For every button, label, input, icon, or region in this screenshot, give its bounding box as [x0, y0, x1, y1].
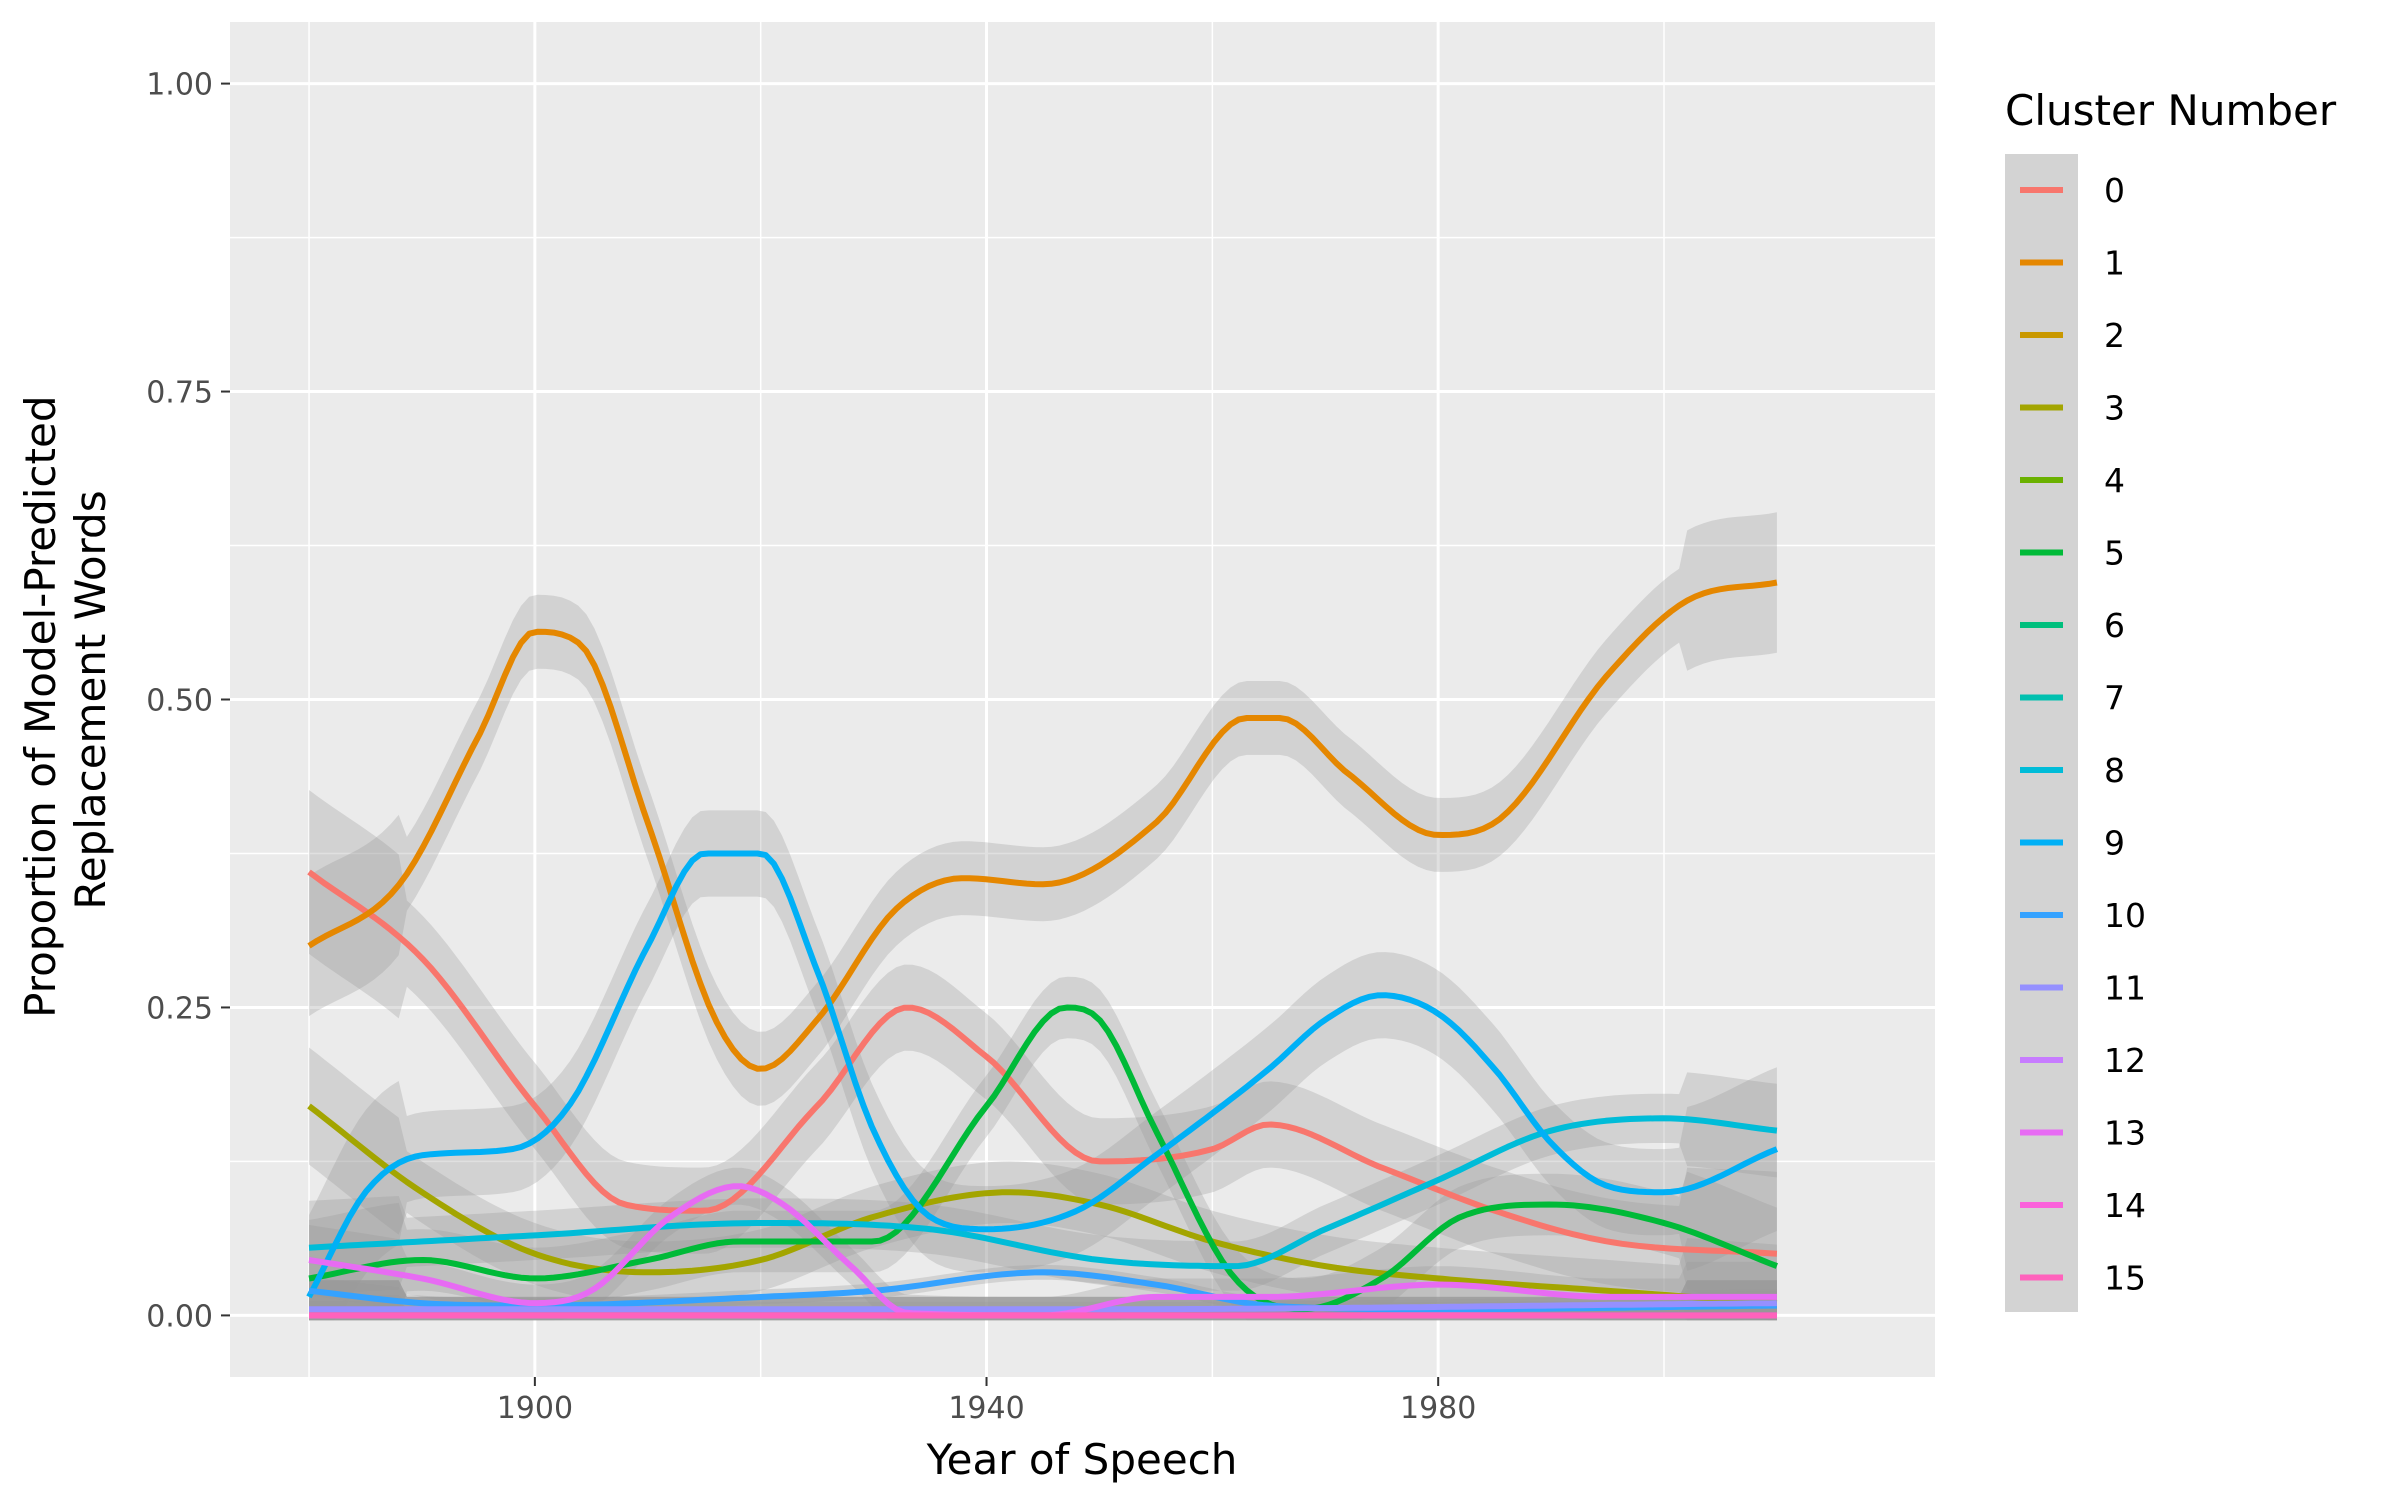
series-3-line	[307, 1103, 1778, 1307]
legend-label: 13	[2104, 1114, 2146, 1153]
legend-item: 9	[2020, 824, 2125, 863]
series-9-ribbon	[309, 810, 1777, 1321]
y-axis-title: Proportion of Model-Predicted Replacemen…	[16, 382, 115, 1018]
series-11-line	[309, 1300, 1777, 1313]
legend-label: 4	[2104, 461, 2125, 500]
legend-item: 12	[2020, 1041, 2146, 1080]
y-axis-title-line-1: Proportion of Model-Predicted	[16, 396, 65, 1018]
legend-label: 2	[2104, 316, 2125, 355]
legend-label: 12	[2104, 1041, 2146, 1080]
legend-label: 0	[2104, 171, 2125, 210]
legend-item: 2	[2020, 316, 2125, 355]
legend-label: 9	[2104, 824, 2125, 863]
y-tick-label: 1.00	[146, 68, 213, 103]
legend-label: 3	[2104, 389, 2125, 428]
legend-label: 10	[2104, 896, 2146, 935]
legend-item: 7	[2020, 679, 2125, 718]
series-8-line	[308, 1115, 1778, 1270]
legend-label: 14	[2104, 1186, 2146, 1225]
series-13-ribbon	[309, 1167, 1777, 1321]
axes: 1900 1940 1980 0.00 0.25 0.50 0.75 1.00	[146, 68, 1476, 1426]
series-5-ribbon	[309, 976, 1777, 1321]
legend-item: 8	[2020, 751, 2125, 790]
legend-label: 1	[2104, 244, 2125, 283]
series-lines	[306, 579, 1779, 1319]
legend-item: 1	[2020, 244, 2125, 283]
legend-item: 15	[2020, 1259, 2146, 1298]
series-0-line	[307, 869, 1778, 1257]
series-9-line	[306, 850, 1779, 1299]
legend-item: 3	[2020, 389, 2125, 428]
legend-item: 10	[2020, 896, 2146, 935]
series-5-line	[308, 1004, 1778, 1313]
legend-label: 6	[2104, 606, 2125, 645]
x-tick-label: 1940	[948, 1391, 1024, 1426]
series-0-ribbon	[309, 790, 1777, 1321]
legend-key-background	[2005, 154, 2078, 1312]
legend-item: 5	[2020, 534, 2125, 573]
legend-item: 4	[2020, 461, 2125, 500]
y-tick-label: 0.00	[146, 1299, 213, 1334]
legend-label: 5	[2104, 534, 2125, 573]
legend-item: 6	[2020, 606, 2125, 645]
legend-label: 15	[2104, 1259, 2146, 1298]
series-8-ribbon	[309, 1072, 1777, 1295]
y-tick-label: 0.25	[146, 991, 213, 1026]
legend-title: Cluster Number	[2005, 86, 2337, 135]
series-1-line	[307, 579, 1778, 1072]
legend-item: 11	[2020, 969, 2146, 1008]
series-1-ribbon	[309, 512, 1777, 1106]
legend-item: 14	[2020, 1186, 2146, 1225]
y-tick-label: 0.50	[146, 684, 213, 719]
x-axis-title: Year of Speech	[926, 1435, 1238, 1484]
legend-label: 11	[2104, 969, 2146, 1008]
legend-item: 13	[2020, 1114, 2146, 1153]
x-tick-label: 1900	[497, 1391, 573, 1426]
legend-item: 0	[2020, 171, 2125, 210]
x-tick-label: 1980	[1400, 1391, 1476, 1426]
y-tick-label: 0.75	[146, 376, 213, 411]
legend-label: 7	[2104, 679, 2125, 718]
y-axis-title-line-2: Replacement Words	[66, 490, 115, 909]
legend-label: 8	[2104, 751, 2125, 790]
